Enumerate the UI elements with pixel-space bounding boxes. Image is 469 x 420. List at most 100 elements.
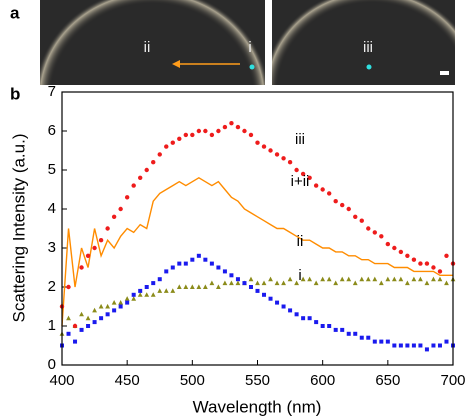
point — [327, 324, 332, 328]
point — [138, 288, 143, 293]
point — [124, 195, 130, 200]
image-left — [40, 0, 265, 85]
point — [301, 316, 306, 321]
point — [183, 284, 189, 289]
point — [398, 343, 403, 348]
point — [365, 276, 371, 282]
point — [189, 284, 195, 289]
point — [444, 339, 449, 344]
point — [216, 128, 221, 134]
point — [203, 257, 208, 262]
image-label: i — [248, 39, 251, 56]
point — [385, 339, 390, 344]
point — [366, 226, 371, 231]
point — [111, 214, 117, 219]
point — [307, 316, 312, 321]
point — [248, 285, 253, 289]
point — [320, 187, 325, 192]
point — [281, 156, 286, 161]
point — [177, 261, 182, 266]
x-tick-label: 450 — [115, 372, 140, 389]
point — [248, 276, 254, 282]
point — [183, 132, 189, 138]
point — [437, 276, 443, 282]
point — [404, 280, 410, 286]
point — [209, 261, 214, 266]
point — [163, 288, 169, 293]
point — [190, 257, 195, 262]
point — [170, 140, 175, 145]
point — [372, 276, 378, 282]
point — [229, 121, 234, 126]
point — [261, 280, 267, 286]
y-tick-label: 6 — [48, 122, 56, 139]
x-axis-title: Wavelength (nm) — [193, 397, 322, 416]
point — [85, 315, 91, 321]
point — [268, 296, 273, 301]
point — [255, 280, 260, 286]
point — [176, 284, 182, 289]
point — [131, 296, 137, 301]
point — [392, 343, 397, 348]
point — [144, 292, 150, 297]
point — [209, 132, 215, 138]
point — [379, 339, 384, 344]
point — [274, 152, 280, 157]
point — [92, 307, 97, 313]
image-label: ii — [144, 39, 151, 56]
point — [124, 296, 130, 301]
point — [111, 300, 117, 305]
point — [359, 276, 365, 282]
panel-label: a — [10, 3, 20, 22]
point — [98, 238, 104, 243]
point — [248, 132, 254, 138]
point — [105, 312, 110, 317]
point — [79, 311, 84, 317]
point — [98, 303, 104, 309]
point — [164, 144, 169, 149]
point — [144, 285, 149, 289]
point — [424, 347, 429, 352]
point — [105, 226, 110, 231]
point — [379, 234, 384, 239]
point — [385, 276, 391, 282]
point — [118, 304, 123, 309]
arrow-head — [172, 60, 180, 68]
point — [66, 315, 71, 321]
series-label: i — [298, 267, 301, 284]
point — [73, 339, 78, 344]
y-tick-label: 5 — [48, 161, 56, 178]
point — [242, 281, 247, 286]
point — [411, 343, 416, 348]
point — [300, 171, 306, 177]
y-tick-label: 0 — [48, 356, 56, 373]
point — [372, 230, 377, 235]
point — [222, 280, 228, 286]
point — [418, 343, 423, 348]
point — [333, 327, 338, 332]
point — [112, 308, 117, 313]
point — [268, 148, 273, 153]
point — [222, 269, 227, 274]
point — [313, 280, 319, 286]
point — [385, 241, 391, 247]
point — [138, 175, 143, 180]
point — [333, 199, 338, 204]
series-label: ii — [297, 233, 304, 250]
point — [431, 343, 436, 348]
point — [151, 160, 156, 165]
point — [157, 288, 163, 293]
y-tick-label: 2 — [48, 278, 56, 295]
y-axis-title: Scattering Intensity (a.u.) — [9, 134, 28, 323]
point — [411, 276, 417, 282]
point — [314, 320, 319, 325]
point — [99, 316, 104, 321]
point — [151, 281, 156, 286]
image-label: iii — [363, 39, 373, 56]
point — [326, 191, 332, 196]
point — [92, 320, 97, 325]
point — [340, 202, 345, 208]
point — [431, 276, 436, 282]
point — [340, 327, 345, 332]
